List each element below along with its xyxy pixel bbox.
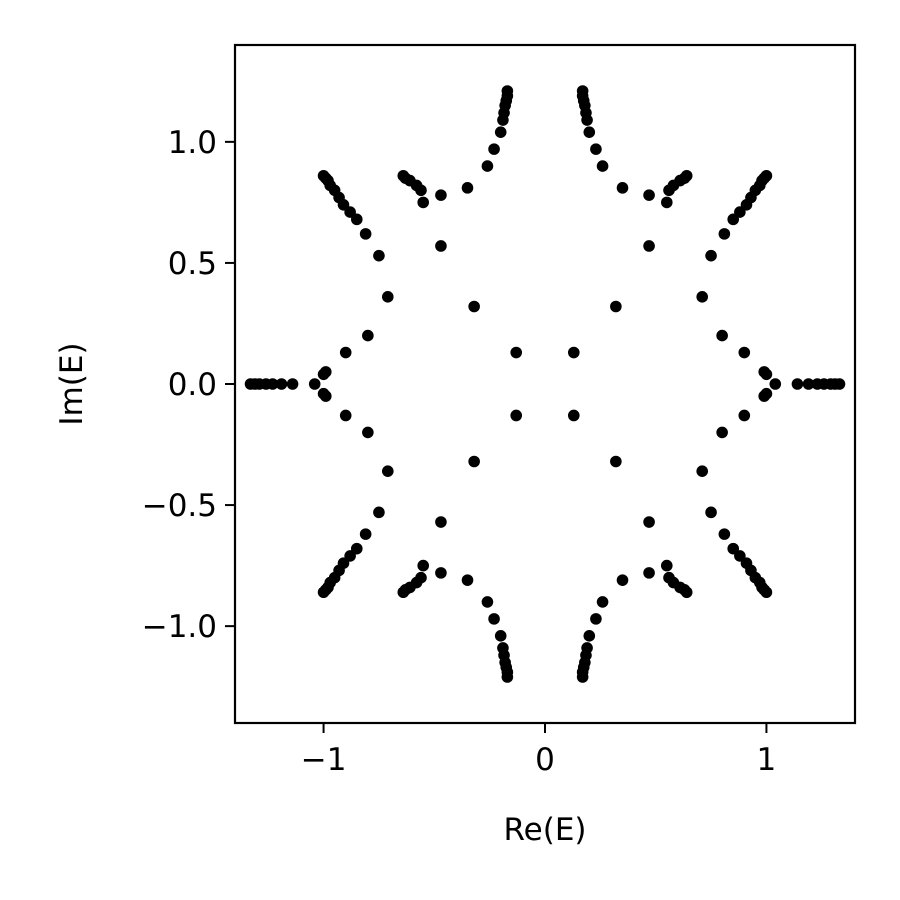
data-point [373,249,385,262]
data-point [583,630,596,642]
data-point [461,574,474,586]
x-axis-label: Re(E) [504,812,587,848]
y-tick-label: 0.5 [168,246,217,282]
x-tick-label: 1 [757,742,777,778]
data-point [567,409,580,422]
data-point [308,378,321,390]
y-tick-label: −1.0 [142,609,217,645]
data-point [718,528,731,540]
data-point [705,506,717,519]
data-point [727,542,740,555]
data-point [596,160,609,172]
data-point [415,571,427,584]
data-point [716,329,728,342]
data-point [610,300,622,313]
data-point [581,642,593,654]
data-point [339,346,352,359]
data-point [319,366,332,378]
data-point [359,228,372,240]
x-axis-ticks: −1 0 1 [301,723,777,778]
y-axis-label: Im(E) [54,342,90,425]
data-point [758,366,771,378]
data-point [461,182,474,194]
data-point [497,114,509,126]
data-point [660,196,673,209]
data-point [663,571,675,584]
data-point [610,455,622,468]
data-point [696,465,709,477]
data-point [362,329,374,342]
data-point [590,143,602,155]
data-point [758,390,771,402]
data-point [481,160,494,172]
data-point [415,184,427,197]
data-point [583,126,596,138]
data-point [497,642,509,654]
data-point [319,390,332,402]
data-point [738,346,751,359]
data-point [350,213,363,226]
data-point [286,378,299,390]
data-point [435,240,447,252]
data-points [244,85,846,683]
data-point [468,300,480,313]
data-point [510,346,523,359]
data-point [266,378,279,390]
data-point [381,291,394,303]
data-point [510,409,523,422]
data-point [716,426,728,439]
y-tick-label: 0.0 [168,367,217,403]
data-point [643,189,655,201]
data-point [359,528,372,540]
data-point [727,213,740,226]
data-point [696,291,709,303]
data-point [616,574,629,586]
data-point [339,409,352,422]
data-point [663,184,675,197]
data-point [643,240,655,252]
data-point [769,378,782,390]
y-tick-label: −0.5 [142,488,217,524]
data-point [660,559,673,572]
y-tick-label: 1.0 [168,125,217,161]
data-point [718,228,731,240]
data-point [643,516,655,528]
data-point [275,378,288,390]
data-point [811,378,824,390]
data-point [802,378,815,390]
data-point [417,559,430,572]
data-point [494,630,507,642]
data-point [488,613,500,625]
data-point [738,409,751,422]
data-point [643,567,655,579]
data-point [435,516,447,528]
data-point [350,542,363,555]
data-point [494,126,507,138]
data-point [381,465,394,477]
data-point [468,455,480,468]
data-point [590,613,602,625]
data-point [567,346,580,359]
data-point [596,596,609,608]
data-point [362,426,374,439]
data-point [616,182,629,194]
y-axis-ticks: 1.0 0.5 0.0 −0.5 −1.0 [142,125,235,645]
data-point [581,114,593,126]
data-point [705,249,717,262]
data-point [435,567,447,579]
x-tick-label: −1 [301,742,347,778]
data-point [481,596,494,608]
plot-frame [233,43,857,725]
data-point [435,189,447,201]
data-point [373,506,385,519]
data-point [791,378,804,390]
x-tick-label: 0 [535,742,555,778]
data-point [488,143,500,155]
data-point [417,196,430,209]
